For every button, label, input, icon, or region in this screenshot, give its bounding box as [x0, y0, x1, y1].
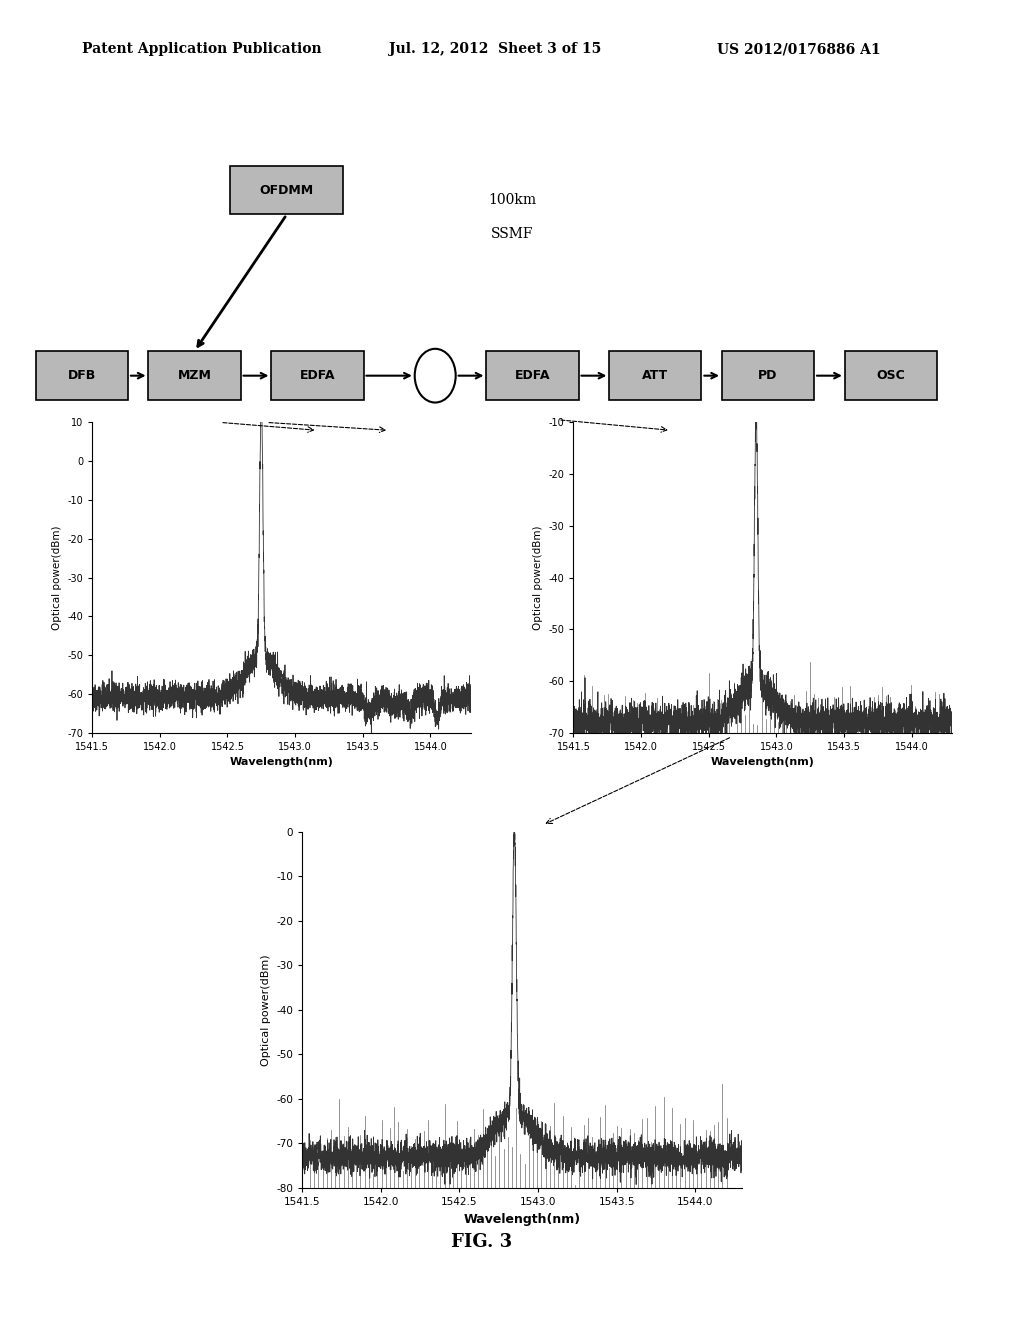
Text: 100km: 100km	[488, 193, 536, 207]
FancyBboxPatch shape	[845, 351, 937, 400]
Text: DFB: DFB	[68, 370, 96, 383]
FancyBboxPatch shape	[230, 165, 343, 214]
FancyBboxPatch shape	[36, 351, 128, 400]
FancyBboxPatch shape	[609, 351, 701, 400]
Text: SSMF: SSMF	[490, 227, 534, 242]
Ellipse shape	[415, 348, 456, 403]
Text: FIG. 3: FIG. 3	[451, 1233, 512, 1251]
FancyBboxPatch shape	[722, 351, 814, 400]
Text: MZM: MZM	[177, 370, 212, 383]
FancyBboxPatch shape	[486, 351, 579, 400]
Text: EDFA: EDFA	[515, 370, 550, 383]
X-axis label: Wavelength(nm): Wavelength(nm)	[711, 758, 815, 767]
Text: US 2012/0176886 A1: US 2012/0176886 A1	[717, 42, 881, 57]
Text: OSC: OSC	[877, 370, 905, 383]
Y-axis label: Optical power(dBm): Optical power(dBm)	[532, 525, 543, 630]
Text: ATT: ATT	[642, 370, 669, 383]
X-axis label: Wavelength(nm): Wavelength(nm)	[229, 758, 334, 767]
Text: Jul. 12, 2012  Sheet 3 of 15: Jul. 12, 2012 Sheet 3 of 15	[389, 42, 601, 57]
Text: OFDMM: OFDMM	[260, 183, 313, 197]
FancyBboxPatch shape	[148, 351, 241, 400]
Y-axis label: Optical power(dBm): Optical power(dBm)	[51, 525, 61, 630]
Text: Patent Application Publication: Patent Application Publication	[82, 42, 322, 57]
Text: EDFA: EDFA	[300, 370, 335, 383]
FancyBboxPatch shape	[271, 351, 364, 400]
Y-axis label: Optical power(dBm): Optical power(dBm)	[261, 954, 270, 1065]
Text: PD: PD	[759, 370, 777, 383]
X-axis label: Wavelength(nm): Wavelength(nm)	[464, 1213, 581, 1225]
